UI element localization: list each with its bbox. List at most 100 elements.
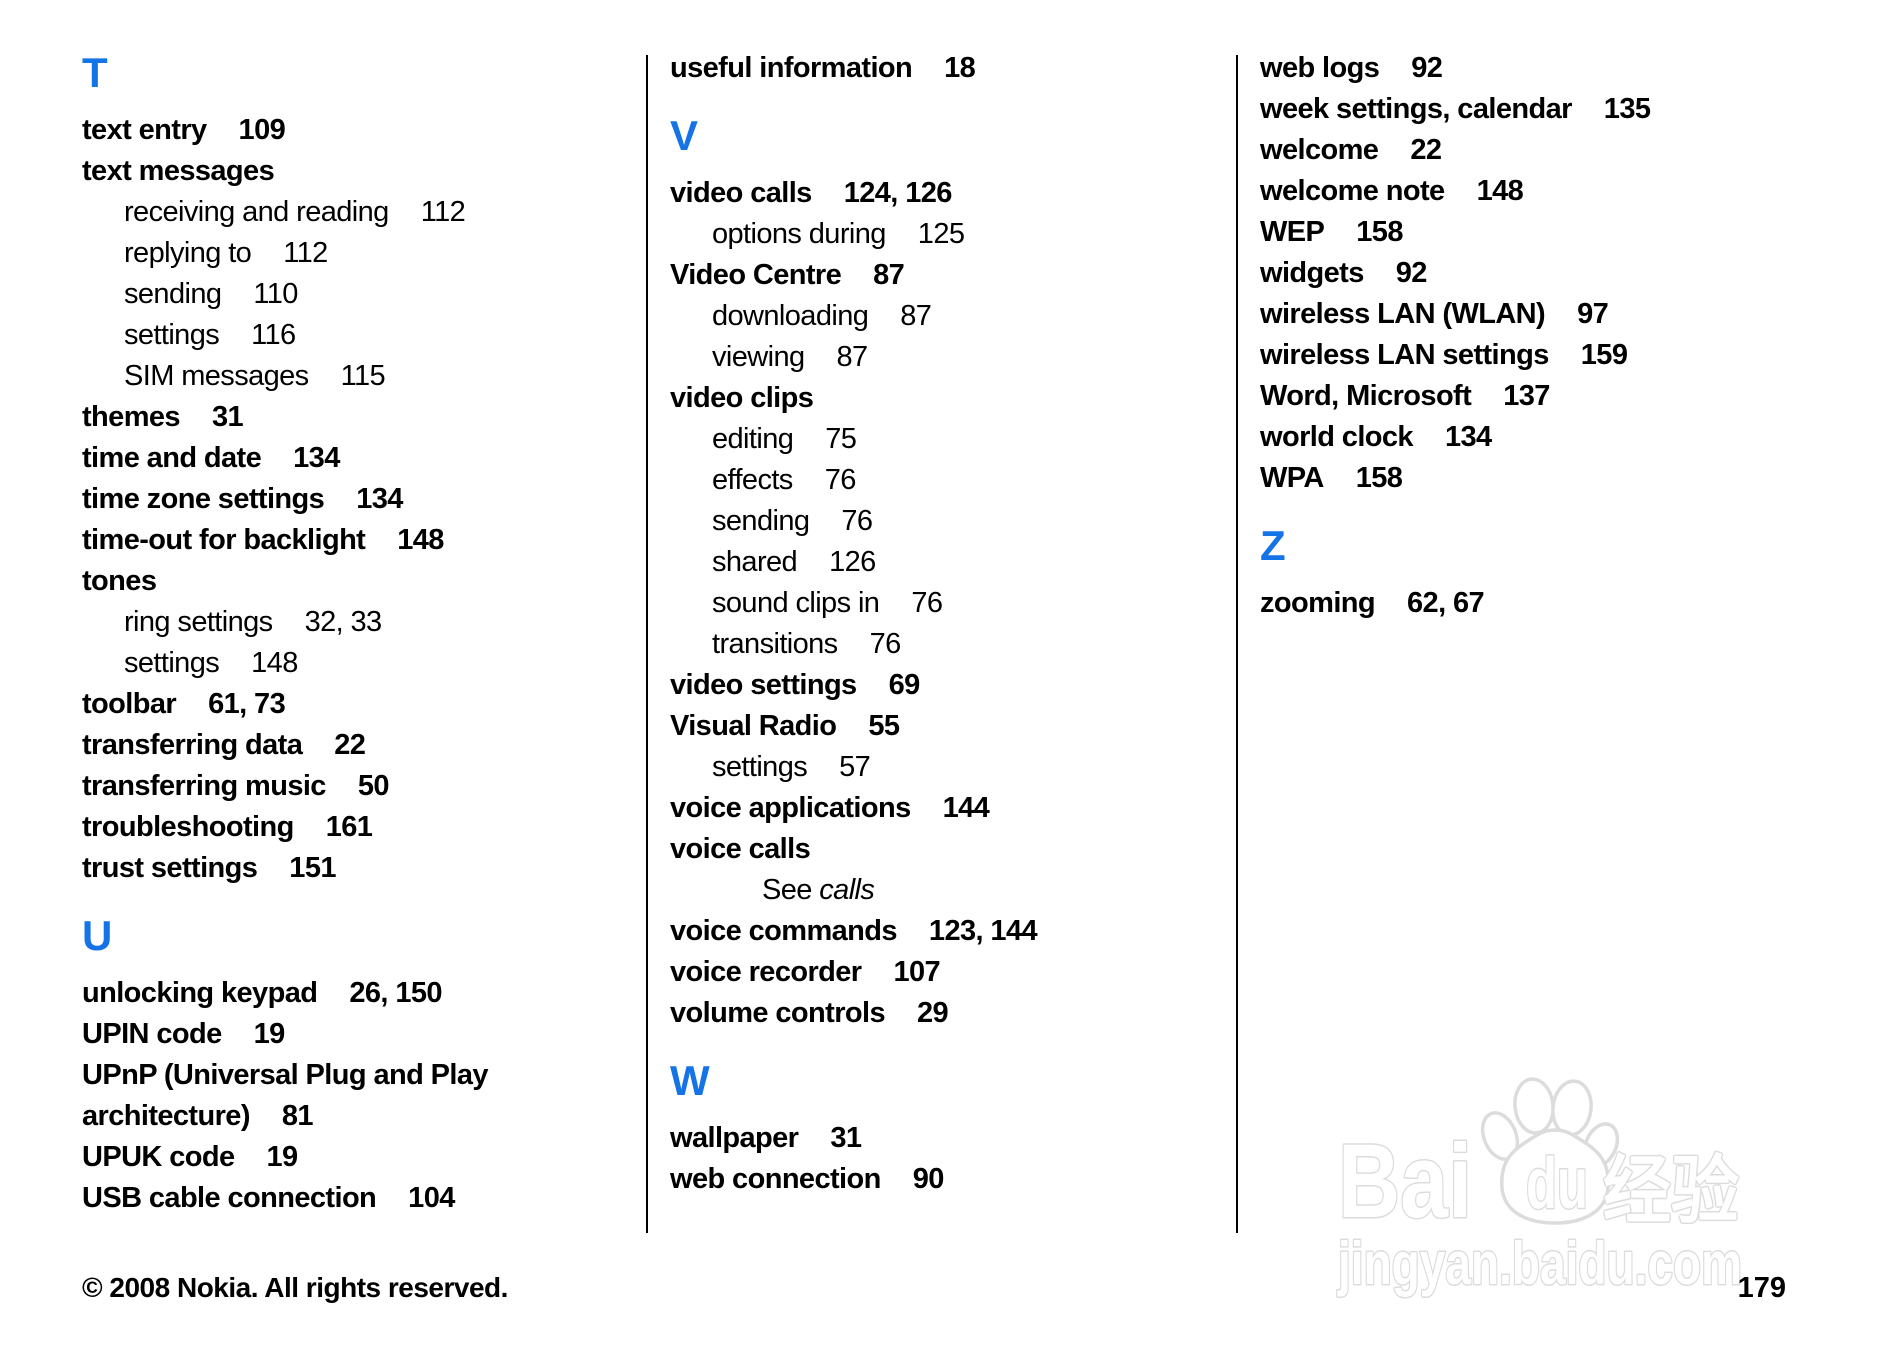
index-entry: UPIN code 19 [82,1014,642,1055]
index-column-3: web logs 92 week settings, calendar 135 welc… [1260,48,1870,624]
index-letter-heading-V: V [670,112,698,159]
index-entry-page-ref: 57 [839,751,871,783]
index-entry: Video Centre 87 [670,255,1230,296]
index-entry-term: sending [124,278,222,310]
index-entry-page-ref: 92 [1411,52,1443,84]
index-entry-term: wireless LAN (WLAN) [1260,298,1546,330]
index-entry-page-ref: 112 [283,237,328,269]
index-entry-page-ref: 135 [1603,93,1651,125]
index-entry-term: voice applications [670,792,911,824]
index-entry-term: settings [124,647,220,679]
index-entry-term: troubleshooting [82,811,294,843]
index-entry-term: downloading [712,300,869,332]
index-entry-term: time zone settings [82,483,325,515]
column-divider-2 [1236,55,1238,1233]
index-entry-page-ref: 90 [912,1163,945,1195]
index-entry-page-ref: 31 [830,1122,862,1154]
index-entry-page-ref: 18 [944,52,976,84]
index-entry-page-ref: 148 [251,647,298,679]
index-entry-page-ref: 32, 33 [304,606,383,638]
index-entry-term: voice calls [670,833,811,865]
index-entry-term: receiving and reading [124,196,389,228]
index-subentry: effects 76 [670,460,1230,501]
index-entry-term: Video Centre [670,259,842,291]
index-subentry: sending 76 [670,501,1230,542]
index-entry-term: text messages [82,155,275,187]
index-subentry: settings 57 [670,747,1230,788]
index-entry: wireless LAN settings 159 [1260,335,1870,376]
index-entry-term: shared [712,546,798,578]
index-entry-term: volume controls [670,997,886,1029]
watermark-url-text: jingyan.baidu.com [1337,1230,1742,1297]
index-entry-term: UPIN code [82,1018,222,1050]
index-entry: tones [82,561,642,602]
index-entry-term: voice recorder [670,956,862,988]
index-entry-page-ref: 26, 150 [349,977,442,1009]
index-entry: zooming 62, 67 [1260,583,1870,624]
index-entry: world clock 134 [1260,417,1870,458]
index-entry-term: settings [124,319,220,351]
copyright-notice: © 2008 Nokia. All rights reserved. [82,1272,508,1303]
index-entry-page-ref: 19 [266,1141,299,1173]
index-entry-page-ref: 76 [911,587,943,619]
index-entry-term: effects [712,464,793,496]
index-entry: UPnP (Universal Plug and Play [82,1055,642,1096]
index-entry-term: sound clips in [712,587,880,619]
index-entry: useful information 18 [670,48,1230,89]
index-entry: USB cable connection 104 [82,1178,642,1219]
cross-reference-target: calls [819,874,875,906]
index-entry: voice commands 123, 144 [670,911,1230,952]
index-entry-page-ref: 81 [281,1100,314,1132]
index-entry-term: wireless LAN settings [1260,339,1549,371]
index-entry-page-ref: 22 [1410,134,1442,166]
index-entry-page-ref: 110 [253,278,298,310]
index-entry-term: replying to [124,237,252,269]
index-entry-term: toolbar [82,688,177,720]
index-entry-page-ref: 124, 126 [843,177,953,209]
index-entry-page-ref: 161 [325,811,373,843]
index-entry-page-ref: 87 [836,341,869,373]
page-number: 179 [1737,1272,1786,1304]
index-entry-page-ref: 29 [917,997,949,1029]
index-entry-term: week settings, calendar [1260,93,1572,125]
index-entry-term: sending [712,505,810,537]
index-entry-page-ref: 134 [356,483,403,515]
index-entry: wallpaper 31 [670,1118,1230,1159]
index-entry-term: transitions [712,628,838,660]
index-entry-page-ref: 158 [1355,462,1403,494]
index-entry: toolbar 61, 73 [82,684,642,725]
index-entry: video settings 69 [670,665,1230,706]
index-entry-term: trust settings [82,852,258,884]
index-entry-term: time-out for backlight [82,524,366,556]
index-entry-term: editing [712,423,794,455]
index-entry: voice applications 144 [670,788,1230,829]
index-entry: text entry 109 [82,110,642,151]
index-entry: welcome note 148 [1260,171,1870,212]
index-entry-term: ring settings [124,606,273,638]
index-entry: video calls 124, 126 [670,173,1230,214]
index-entry-page-ref: 158 [1356,216,1403,248]
index-entry: week settings, calendar 135 [1260,89,1870,130]
paw-icon [1480,1077,1620,1225]
index-entry-term: USB cable connection [82,1182,377,1214]
index-entry-term: video calls [670,177,812,209]
index-entry-page-ref: 123, 144 [928,915,1038,947]
column-divider-1 [646,55,648,1233]
index-entry-page-ref: 134 [1444,421,1492,453]
index-entry: text messages [82,151,642,192]
index-entry-page-ref: 159 [1580,339,1628,371]
index-entry-page-ref: 61, 73 [208,688,286,720]
index-entry: voice calls [670,829,1230,870]
index-entry-page-ref: 151 [289,852,336,884]
index-entry-page-ref: 104 [408,1182,455,1214]
index-entry-term: architecture) [82,1100,250,1132]
index-entry: time zone settings 134 [82,479,642,520]
index-entry: widgets 92 [1260,253,1870,294]
index-entry-page-ref: 134 [293,442,340,474]
index-subentry: receiving and reading 112 [82,192,642,233]
index-subentry: options during 125 [670,214,1230,255]
index-entry-term: transferring music [82,770,326,802]
index-cross-reference: See calls [670,870,1230,911]
